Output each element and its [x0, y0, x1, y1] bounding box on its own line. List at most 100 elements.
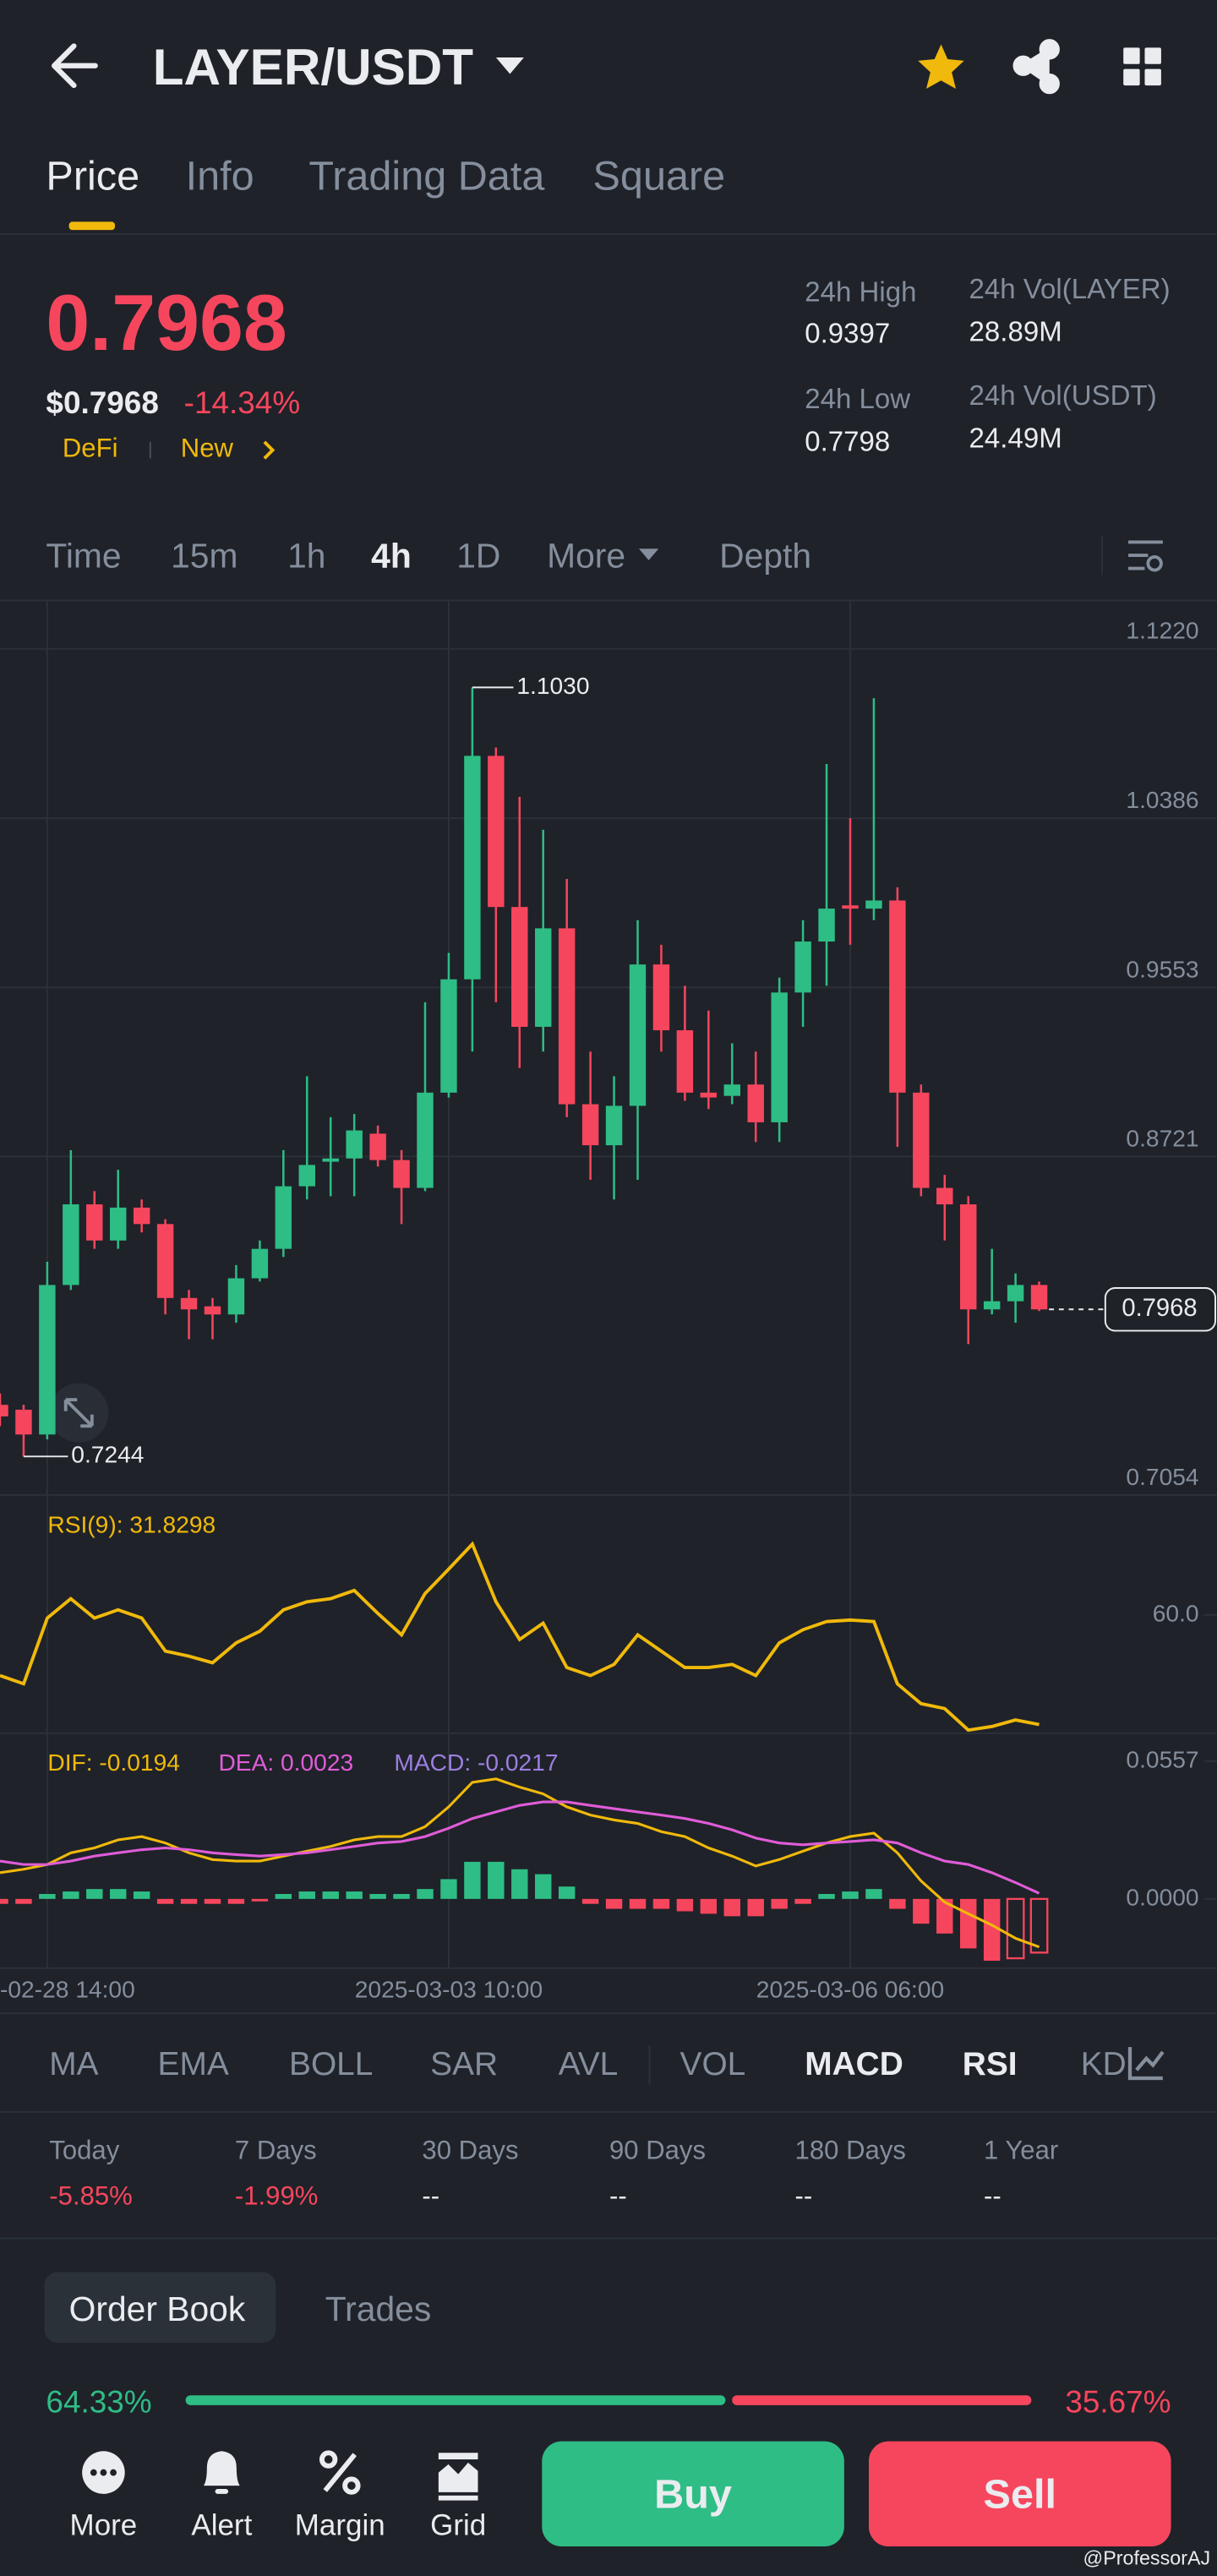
usd-price: $0.7968 — [46, 386, 159, 422]
candle-body — [794, 941, 811, 993]
share-icon[interactable] — [1012, 39, 1060, 95]
interval[interactable]: Depth — [719, 538, 812, 576]
macd-line — [0, 1800, 1040, 1895]
margin-icon[interactable] — [319, 2450, 361, 2495]
macd-bar — [511, 1869, 528, 1899]
period: 180 Days — [794, 2137, 906, 2166]
divider — [0, 233, 1217, 235]
stat-value: 28.89M — [969, 316, 1062, 348]
candle-body — [275, 1186, 292, 1249]
candle-body — [156, 1224, 174, 1298]
buy-label[interactable]: Buy — [654, 2471, 732, 2519]
macd-bar — [346, 1891, 363, 1899]
tag-arrow — [263, 440, 276, 460]
tag[interactable]: DeFi — [62, 435, 118, 464]
macd-bar — [983, 1898, 1001, 1962]
candle-body — [133, 1207, 150, 1225]
depth-bar — [185, 2395, 1032, 2405]
grid-trading-icon[interactable] — [438, 2453, 478, 2501]
macd-bar — [0, 1898, 8, 1904]
macd-bar — [818, 1894, 835, 1899]
indicator[interactable]: KD — [1080, 2047, 1127, 2083]
tab[interactable]: Trading Data — [308, 153, 545, 200]
indicator[interactable]: BOLL — [289, 2047, 374, 2083]
indicator[interactable]: SAR — [430, 2047, 499, 2083]
indicator[interactable]: MACD — [805, 2047, 903, 2083]
nav-label[interactable]: More — [69, 2508, 138, 2542]
macd-bar — [369, 1894, 386, 1899]
last-price-label: 0.7968 — [1121, 1295, 1197, 1322]
macd-bar — [558, 1886, 576, 1899]
macd-bar — [913, 1898, 930, 1924]
interval[interactable]: 1h — [287, 538, 326, 576]
macd-tick-label: 0.0000 — [1126, 1883, 1198, 1910]
period: 7 Days — [234, 2137, 317, 2166]
candle-body — [723, 1084, 741, 1096]
candle-body — [63, 1204, 79, 1285]
ask-ratio: 35.67% — [1065, 2386, 1171, 2421]
macd-bar — [676, 1898, 694, 1912]
period-change: -- — [422, 2183, 440, 2212]
order-book-tab[interactable]: Order Book — [68, 2290, 246, 2329]
candle-body — [581, 1104, 599, 1146]
sell-button[interactable] — [869, 2441, 1171, 2547]
period-change: -5.85% — [49, 2183, 133, 2212]
macd-label: DIF: -0.0194 — [47, 1749, 180, 1776]
candle-body — [652, 964, 670, 1031]
period-change: -- — [794, 2183, 813, 2212]
candle-body — [464, 756, 481, 980]
stat-value: 0.9397 — [805, 318, 891, 350]
indicator[interactable]: MA — [49, 2047, 99, 2083]
more-icon[interactable] — [82, 2451, 125, 2494]
chart-settings[interactable] — [1128, 540, 1163, 572]
macd-bar — [794, 1898, 811, 1904]
tab[interactable]: Info — [185, 153, 254, 200]
min-label: 0.7244 — [71, 1441, 144, 1468]
interval[interactable]: 1D — [456, 538, 501, 576]
interval[interactable]: 4h — [371, 538, 412, 576]
indicator-settings[interactable] — [1125, 2042, 1168, 2085]
stat-value: 0.7798 — [805, 426, 891, 458]
candle-body — [1030, 1285, 1048, 1310]
expand-button[interactable] — [49, 1383, 109, 1443]
interval[interactable]: 15m — [171, 538, 238, 576]
interval[interactable]: More — [547, 538, 626, 576]
nav-label[interactable]: Margin — [294, 2508, 385, 2542]
candle-body — [771, 992, 788, 1122]
macd-tick-label: 0.0557 — [1126, 1745, 1198, 1772]
tab[interactable]: Square — [592, 153, 726, 200]
interval[interactable]: Time — [46, 538, 122, 576]
indicator[interactable]: EMA — [157, 2047, 229, 2083]
candle-body — [629, 964, 647, 1106]
candle-body — [417, 1092, 434, 1188]
candle-body — [842, 905, 859, 909]
stat-label: 24h High — [805, 276, 917, 308]
separator — [648, 2045, 651, 2085]
grid-icon[interactable] — [1123, 47, 1161, 86]
tab[interactable]: Price — [46, 153, 140, 200]
stat-label: 24h Vol(USDT) — [969, 380, 1157, 412]
indicator[interactable]: VOL — [679, 2047, 746, 2083]
favorite-star[interactable] — [918, 44, 964, 89]
tab-pill[interactable] — [44, 2272, 276, 2344]
macd-bar — [464, 1861, 481, 1899]
indicator[interactable]: RSI — [962, 2047, 1018, 2083]
macd-bar — [652, 1898, 670, 1909]
pair-dropdown[interactable] — [495, 57, 524, 74]
more-dropdown[interactable] — [638, 548, 659, 560]
candle-body — [298, 1165, 315, 1187]
indicator[interactable]: AVL — [558, 2047, 619, 2083]
buy-button[interactable] — [542, 2441, 844, 2547]
sell-label[interactable]: Sell — [983, 2471, 1056, 2519]
macd-bar — [133, 1891, 150, 1899]
trades-tab[interactable]: Trades — [325, 2290, 432, 2329]
macd-bar — [771, 1898, 788, 1909]
alert-icon[interactable] — [203, 2451, 240, 2494]
back-arrow[interactable] — [52, 43, 98, 89]
nav-label[interactable]: Alert — [191, 2508, 253, 2542]
nav-label[interactable]: Grid — [430, 2508, 487, 2542]
tag[interactable]: New — [180, 435, 233, 464]
y-tick-label: 0.7054 — [1126, 1463, 1198, 1490]
period-change: -- — [608, 2183, 627, 2212]
